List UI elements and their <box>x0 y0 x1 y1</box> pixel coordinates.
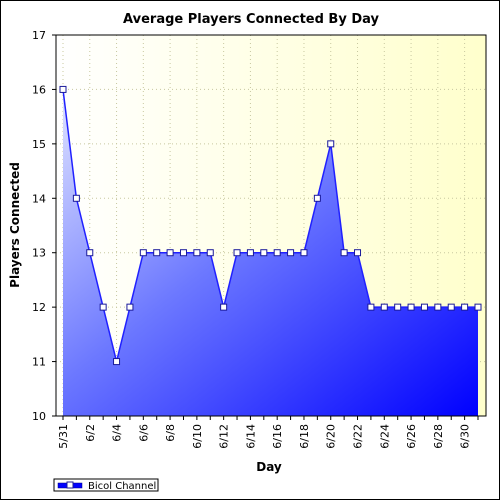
x-tick-label: 6/20 <box>325 424 338 449</box>
x-tick-label: 6/28 <box>432 424 445 449</box>
data-point-marker <box>72 194 80 202</box>
x-tick-label: 6/24 <box>378 424 391 449</box>
x-tick-label: 6/8 <box>164 424 177 442</box>
axes-layer: 10 11 12 13 14 15 16 17 5/31 6/2 6/4 6/6 6/8 6/10 6/12… <box>32 29 487 449</box>
data-point-marker <box>474 303 482 311</box>
x-tick-label: 6/16 <box>271 424 284 449</box>
data-point-marker <box>327 140 335 148</box>
x-tick-label: 6/22 <box>352 424 365 449</box>
x-tick-label: 6/30 <box>459 424 472 449</box>
legend-label: Bicol Channel <box>88 481 156 492</box>
data-point-marker <box>394 303 402 311</box>
y-tick-label: 13 <box>32 247 46 260</box>
y-axis-label: Players Connected <box>8 162 22 288</box>
x-tick-label: 6/14 <box>244 424 257 449</box>
chart-title: Average Players Connected By Day <box>123 12 379 27</box>
data-point-marker <box>220 303 228 311</box>
legend-marker <box>66 481 74 489</box>
data-point-marker <box>99 303 107 311</box>
data-point-marker <box>59 85 67 93</box>
x-tick-label: 6/10 <box>191 424 204 449</box>
data-point-marker <box>166 249 174 257</box>
data-point-marker <box>113 358 121 366</box>
plot-border <box>55 34 487 417</box>
data-point-marker <box>153 249 161 257</box>
data-point-marker <box>260 249 268 257</box>
data-point-marker <box>340 249 348 257</box>
points-layer <box>59 85 482 366</box>
data-point-marker <box>233 249 241 257</box>
data-point-marker <box>126 303 134 311</box>
x-tick-label: 6/12 <box>218 424 231 449</box>
data-point-marker <box>193 249 201 257</box>
data-point-marker <box>380 303 388 311</box>
x-tick-label: 6/6 <box>137 424 150 442</box>
x-tick-label: 6/26 <box>405 424 418 449</box>
data-point-marker <box>139 249 147 257</box>
x-tick-label: 6/4 <box>111 424 124 442</box>
y-tick-label: 12 <box>32 301 46 314</box>
data-point-marker <box>179 249 187 257</box>
x-axis-label: Day <box>256 460 282 474</box>
data-point-marker <box>407 303 415 311</box>
data-point-marker <box>287 249 295 257</box>
data-point-marker <box>313 194 321 202</box>
y-tick-label: 11 <box>32 356 46 369</box>
y-tick-label: 15 <box>32 138 46 151</box>
data-point-marker <box>434 303 442 311</box>
x-tick-label: 5/31 <box>57 424 70 449</box>
data-point-marker <box>300 249 308 257</box>
data-point-marker <box>273 249 281 257</box>
data-point-marker <box>447 303 455 311</box>
legend: Bicol Channel <box>53 478 159 492</box>
data-point-marker <box>86 249 94 257</box>
data-point-marker <box>420 303 428 311</box>
x-tick-label: 6/2 <box>84 424 97 442</box>
y-tick-label: 17 <box>32 29 46 42</box>
data-point-marker <box>367 303 375 311</box>
data-point-marker <box>246 249 254 257</box>
data-point-marker <box>461 303 469 311</box>
data-point-marker <box>206 249 214 257</box>
x-tick-label: 6/18 <box>298 424 311 449</box>
y-tick-label: 14 <box>32 192 46 205</box>
y-tick-label: 10 <box>32 410 46 423</box>
y-tick-label: 16 <box>32 83 46 96</box>
data-point-marker <box>354 249 362 257</box>
